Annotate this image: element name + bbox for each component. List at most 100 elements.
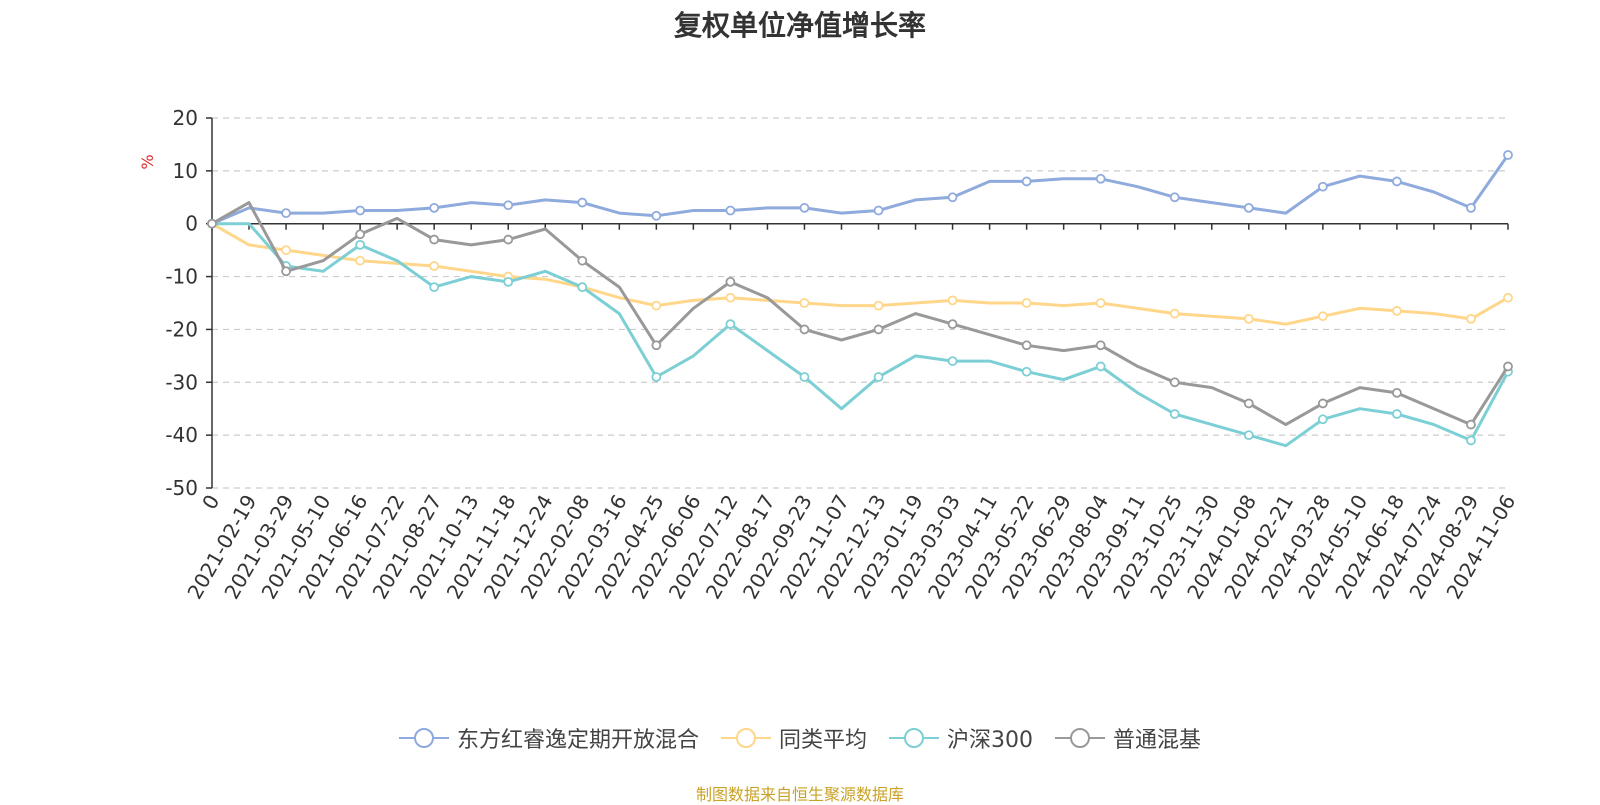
data-point bbox=[947, 319, 958, 330]
data-point bbox=[1503, 361, 1513, 372]
data-point bbox=[1317, 398, 1328, 409]
series-line-1 bbox=[210, 222, 1510, 326]
data-point bbox=[1466, 419, 1476, 430]
grid-lines bbox=[212, 117, 1508, 489]
series-line-0 bbox=[210, 153, 1510, 226]
y-tick-label: -40 bbox=[165, 423, 198, 447]
data-point bbox=[503, 200, 514, 211]
data-point bbox=[799, 372, 810, 382]
data-point bbox=[281, 245, 291, 256]
data-point bbox=[1095, 298, 1106, 308]
legend-swatch-peer-average bbox=[720, 728, 771, 748]
legend-item-peer-average[interactable]: 同类平均 bbox=[720, 722, 867, 754]
data-point bbox=[429, 202, 440, 213]
x-tick-label: 0 bbox=[197, 491, 224, 514]
data-point bbox=[725, 319, 736, 330]
data-point bbox=[1243, 313, 1254, 324]
data-point bbox=[799, 298, 810, 308]
data-point bbox=[577, 282, 588, 293]
data-point bbox=[1243, 202, 1254, 213]
data-point bbox=[1169, 308, 1180, 319]
data-point bbox=[1317, 414, 1328, 425]
data-point bbox=[1095, 361, 1106, 372]
data-point bbox=[1503, 150, 1513, 160]
data-point bbox=[1169, 192, 1180, 203]
data-point bbox=[281, 266, 291, 277]
legend-label-mixed-fund: 普通混基 bbox=[1113, 728, 1202, 753]
data-point bbox=[429, 234, 440, 245]
data-point bbox=[503, 276, 514, 287]
data-point bbox=[1317, 181, 1328, 192]
data-point bbox=[873, 324, 884, 335]
data-point bbox=[1466, 435, 1476, 446]
legend-label-csi300: 沪深300 bbox=[947, 728, 1033, 753]
data-point bbox=[873, 372, 884, 382]
data-point bbox=[651, 210, 662, 221]
data-point bbox=[1392, 387, 1402, 398]
y-tick-label: 20 bbox=[173, 106, 198, 130]
data-point bbox=[1243, 398, 1254, 409]
data-point bbox=[1095, 173, 1106, 184]
data-point bbox=[947, 192, 958, 203]
data-point bbox=[873, 300, 884, 311]
data-point bbox=[1392, 409, 1402, 419]
data-point bbox=[577, 197, 588, 208]
data-point bbox=[651, 300, 662, 311]
legend-label-fund: 东方红睿逸定期开放混合 bbox=[456, 728, 699, 753]
data-point bbox=[1169, 377, 1180, 388]
data-point bbox=[281, 208, 291, 219]
y-tick-label: -30 bbox=[165, 370, 198, 394]
data-point bbox=[725, 292, 736, 303]
data-point bbox=[429, 282, 440, 293]
data-point bbox=[947, 356, 958, 367]
legend-label-peer-average: 同类平均 bbox=[778, 728, 867, 753]
data-point bbox=[725, 205, 736, 216]
data-point bbox=[799, 324, 810, 335]
data-point bbox=[1021, 176, 1032, 187]
legend-item-csi300[interactable]: 沪深300 bbox=[889, 722, 1033, 754]
data-point bbox=[355, 239, 366, 250]
series-line-3 bbox=[210, 201, 1510, 427]
data-point bbox=[1466, 202, 1476, 213]
legend-swatch-csi300 bbox=[889, 728, 939, 748]
data-point bbox=[577, 255, 588, 266]
y-tick-label: -20 bbox=[165, 317, 198, 341]
series-line-2 bbox=[210, 222, 1510, 448]
legend-item-fund[interactable]: 东方红睿逸定期开放混合 bbox=[398, 722, 699, 754]
legend-swatch-mixed-fund bbox=[1055, 728, 1105, 748]
y-tick-label: 10 bbox=[173, 159, 198, 183]
data-point bbox=[873, 205, 884, 216]
legend-item-mixed-fund[interactable]: 普通混基 bbox=[1055, 722, 1201, 754]
data-point bbox=[651, 372, 662, 382]
series-lines bbox=[207, 150, 1513, 448]
data-point bbox=[503, 234, 514, 245]
data-point bbox=[1392, 306, 1402, 316]
data-point bbox=[651, 340, 662, 351]
data-point bbox=[1169, 409, 1180, 419]
legend-swatch-fund bbox=[398, 728, 449, 748]
data-point bbox=[1503, 292, 1513, 303]
y-tick-label: 0 bbox=[185, 212, 198, 236]
y-axis-label: % bbox=[138, 154, 157, 169]
data-point bbox=[1021, 340, 1032, 351]
data-point bbox=[725, 276, 736, 287]
data-point bbox=[355, 255, 366, 266]
source-note: 制图数据来自恒生聚源数据库 bbox=[695, 785, 904, 804]
data-point bbox=[1466, 313, 1476, 324]
data-point bbox=[355, 229, 366, 240]
legend: 东方红睿逸定期开放混合 同类平均 沪深300 普通混基 bbox=[0, 722, 1600, 754]
data-point bbox=[355, 205, 366, 216]
y-tick-label: -10 bbox=[165, 265, 198, 289]
data-point bbox=[429, 261, 440, 271]
chart-title: 复权单位净值增长率 bbox=[673, 9, 926, 42]
data-point bbox=[1021, 298, 1032, 308]
data-point bbox=[947, 295, 958, 306]
data-point bbox=[207, 218, 217, 229]
data-point bbox=[1392, 176, 1402, 187]
data-point bbox=[1243, 430, 1254, 441]
data-point bbox=[1095, 340, 1106, 351]
y-tick-label: -50 bbox=[165, 476, 198, 500]
data-point bbox=[1317, 311, 1328, 322]
data-point bbox=[799, 202, 810, 213]
